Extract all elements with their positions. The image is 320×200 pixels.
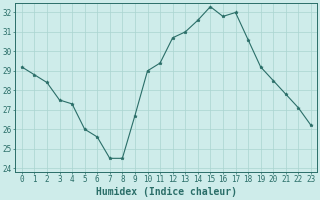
X-axis label: Humidex (Indice chaleur): Humidex (Indice chaleur) — [96, 187, 237, 197]
